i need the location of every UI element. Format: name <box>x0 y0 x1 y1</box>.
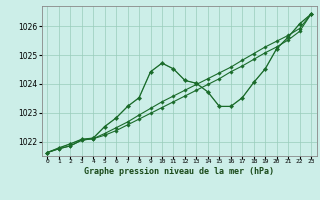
X-axis label: Graphe pression niveau de la mer (hPa): Graphe pression niveau de la mer (hPa) <box>84 167 274 176</box>
